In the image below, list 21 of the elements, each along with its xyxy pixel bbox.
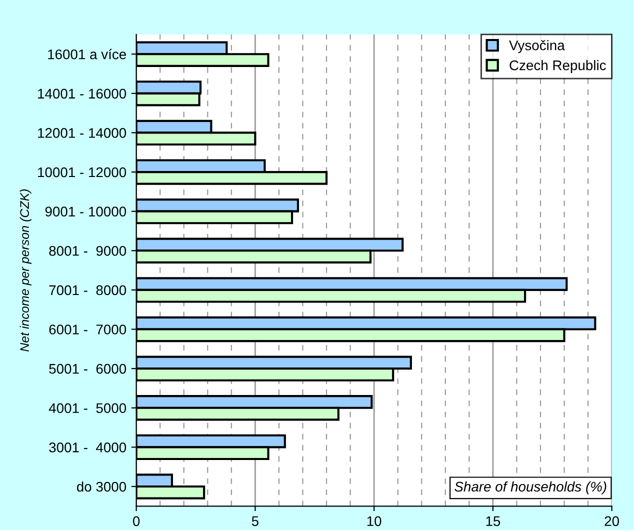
y-tick-label: 9001 - 10000	[45, 206, 126, 217]
x-tick-label: 5	[252, 516, 258, 526]
y-tick-label: do 3000	[76, 481, 126, 492]
x-tick-label: 0	[132, 516, 140, 526]
y-tick-label: 12001 - 14000	[38, 128, 126, 138]
y-tick-label: 5001 - 6000	[49, 364, 126, 374]
x-tick-label: 15	[486, 516, 500, 526]
y-tick-label: 4001 - 5000	[48, 403, 126, 414]
x-axis-title: Share of households (%)	[454, 481, 606, 494]
legend-label: Vysočina	[509, 40, 565, 54]
legend-label: Czech Republic	[510, 60, 606, 73]
x-tick-label: 20	[604, 516, 619, 526]
y-axis-title: Net income per person (CZK)	[20, 189, 32, 352]
y-tick-label: 7001 - 8000	[49, 285, 126, 296]
y-tick-label: 8001 - 9000	[49, 246, 126, 256]
y-tick-label: 16001 a více	[48, 48, 126, 60]
y-tick-label: 6001 - 7000	[49, 324, 126, 334]
x-tick-label: 10	[367, 516, 382, 526]
y-tick-label: 3001 - 4000	[49, 442, 126, 452]
y-tick-label: 14001 - 16000	[38, 88, 126, 99]
y-tick-label: 10001 - 12000	[38, 167, 126, 178]
